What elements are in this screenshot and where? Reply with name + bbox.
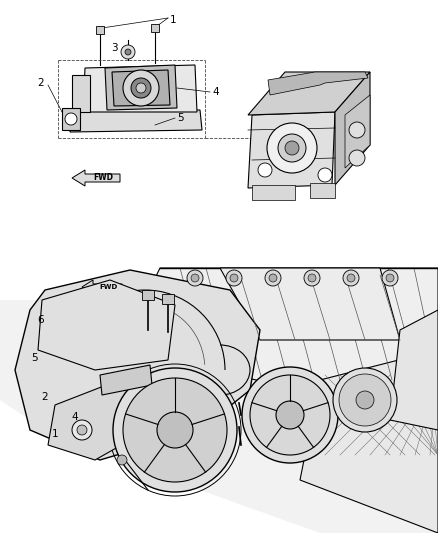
Polygon shape: [70, 110, 202, 132]
Text: FWD: FWD: [99, 284, 117, 290]
Text: 5: 5: [32, 353, 38, 363]
Bar: [162, 294, 174, 304]
Polygon shape: [83, 65, 197, 112]
Polygon shape: [268, 72, 368, 95]
Circle shape: [333, 368, 397, 432]
Circle shape: [123, 70, 159, 106]
Circle shape: [349, 122, 365, 138]
Circle shape: [123, 378, 227, 482]
Polygon shape: [72, 170, 120, 186]
Circle shape: [230, 274, 238, 282]
Bar: [151, 24, 159, 32]
Circle shape: [318, 168, 332, 182]
Text: FWD: FWD: [93, 174, 113, 182]
Text: 4: 4: [71, 412, 78, 422]
Circle shape: [131, 78, 151, 98]
Circle shape: [125, 49, 131, 55]
Polygon shape: [100, 365, 152, 395]
Circle shape: [226, 270, 242, 286]
Circle shape: [72, 420, 92, 440]
Polygon shape: [105, 65, 177, 110]
Circle shape: [339, 374, 391, 426]
Text: 6: 6: [37, 315, 44, 325]
Polygon shape: [248, 72, 370, 115]
Polygon shape: [300, 350, 438, 533]
Polygon shape: [120, 268, 438, 420]
Circle shape: [343, 270, 359, 286]
Circle shape: [121, 45, 135, 59]
Polygon shape: [252, 185, 295, 200]
Circle shape: [285, 141, 299, 155]
Polygon shape: [48, 370, 158, 460]
Polygon shape: [390, 310, 438, 430]
Circle shape: [187, 270, 203, 286]
Polygon shape: [15, 270, 260, 460]
Circle shape: [304, 270, 320, 286]
Circle shape: [65, 113, 77, 125]
Circle shape: [258, 163, 272, 177]
Bar: [142, 290, 154, 300]
Circle shape: [77, 425, 87, 435]
Circle shape: [265, 270, 281, 286]
Circle shape: [349, 150, 365, 166]
Circle shape: [157, 412, 193, 448]
Bar: [96, 26, 104, 34]
Text: 4: 4: [212, 87, 219, 97]
Circle shape: [113, 368, 237, 492]
Circle shape: [356, 391, 374, 409]
Text: 2: 2: [41, 392, 48, 402]
Circle shape: [117, 455, 127, 465]
Text: 1: 1: [170, 15, 177, 25]
Circle shape: [386, 274, 394, 282]
Circle shape: [191, 274, 199, 282]
Polygon shape: [62, 108, 80, 130]
Text: 5: 5: [177, 113, 184, 123]
Circle shape: [250, 375, 330, 455]
Circle shape: [267, 123, 317, 173]
Circle shape: [382, 270, 398, 286]
Polygon shape: [82, 280, 122, 294]
Polygon shape: [220, 268, 400, 340]
Circle shape: [242, 367, 338, 463]
Circle shape: [308, 274, 316, 282]
Polygon shape: [345, 95, 370, 168]
Polygon shape: [112, 70, 170, 106]
Text: 2: 2: [37, 78, 44, 88]
Polygon shape: [248, 112, 335, 188]
Text: 1: 1: [51, 429, 58, 439]
Polygon shape: [335, 72, 370, 185]
Polygon shape: [38, 280, 175, 370]
Circle shape: [276, 401, 304, 429]
Circle shape: [347, 274, 355, 282]
Text: 3: 3: [111, 43, 118, 53]
Circle shape: [269, 274, 277, 282]
Polygon shape: [72, 75, 90, 112]
Polygon shape: [310, 183, 335, 198]
Circle shape: [278, 134, 306, 162]
Circle shape: [136, 83, 146, 93]
Polygon shape: [0, 268, 438, 533]
